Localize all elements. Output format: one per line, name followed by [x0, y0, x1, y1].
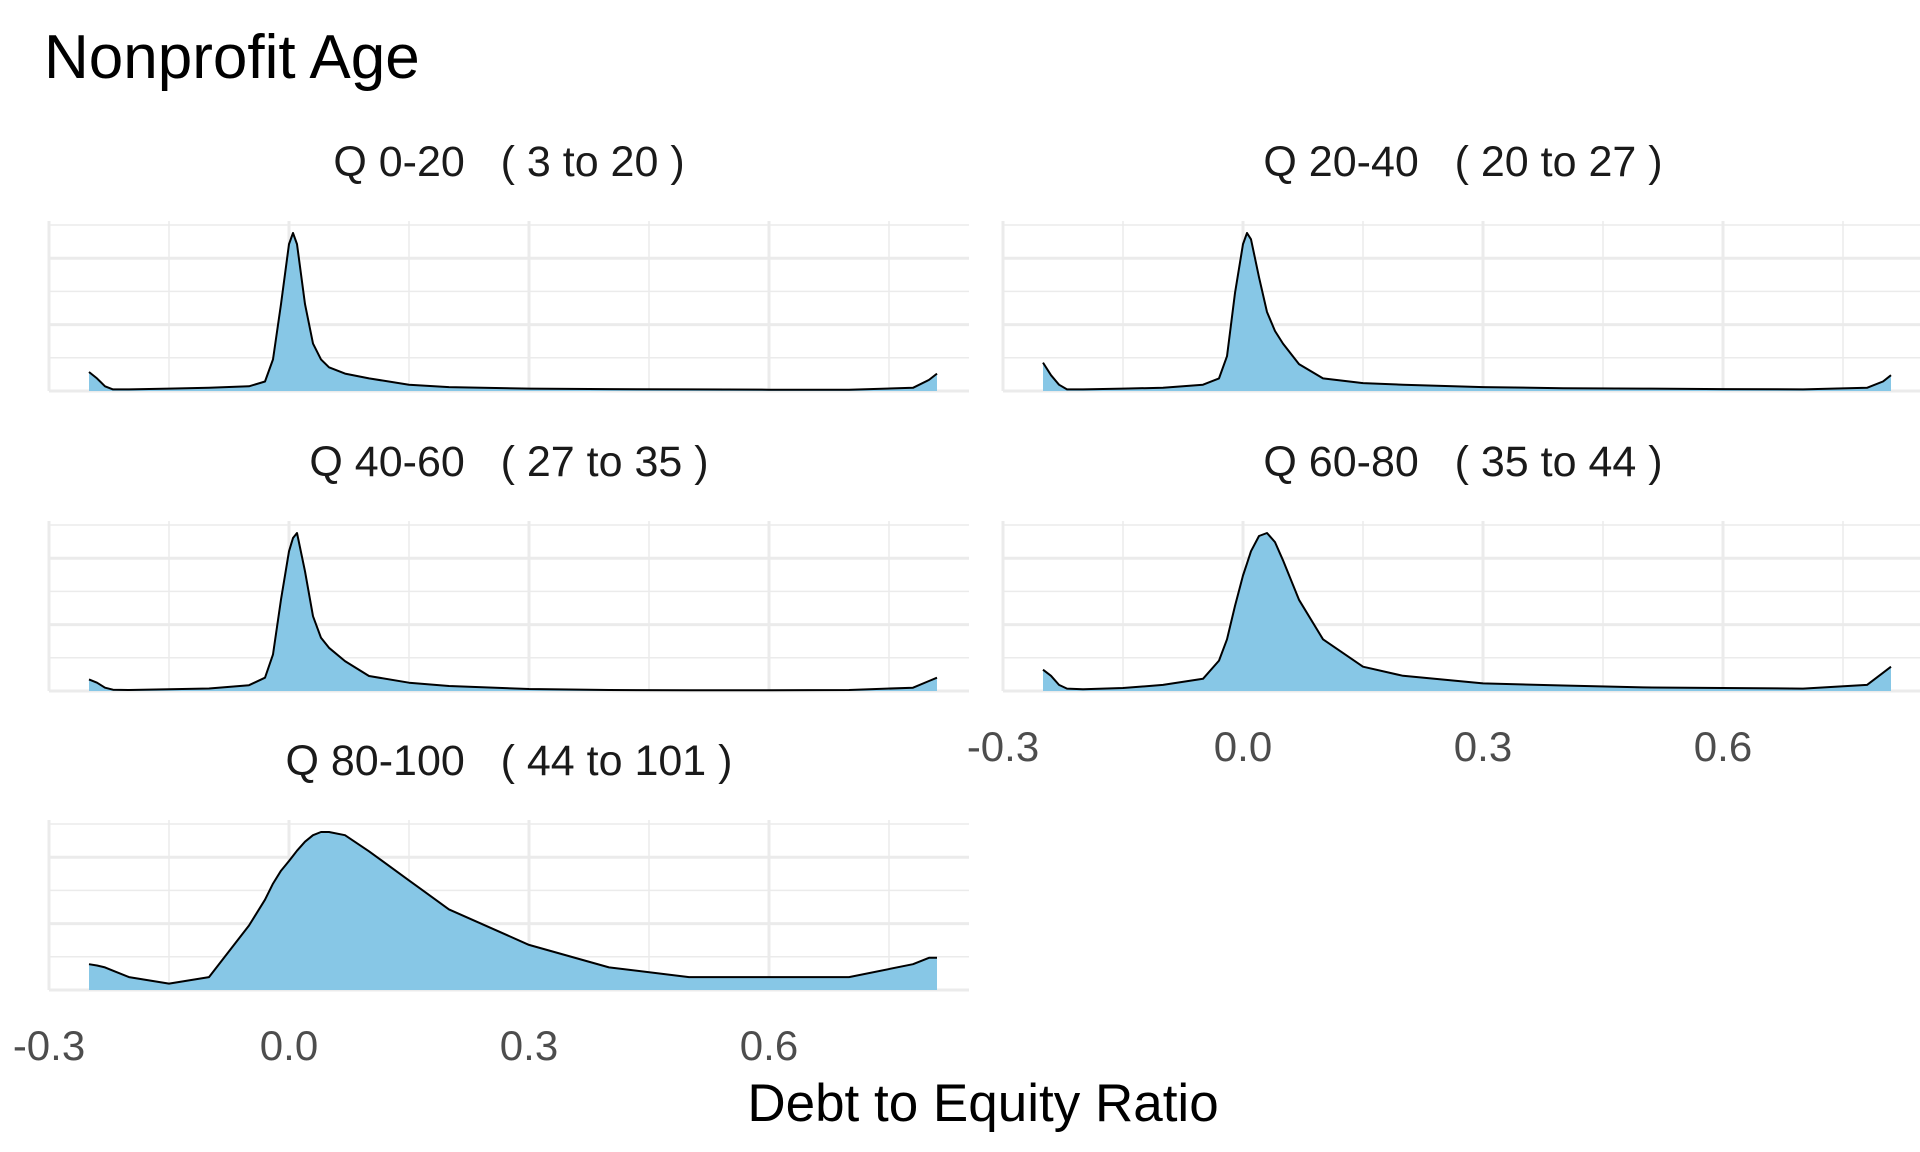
chart-title: Nonprofit Age [44, 23, 420, 92]
facet-strip-label: Q 0-20 ( 3 to 20 ) [333, 138, 684, 186]
facet-panel: Q 80-100 ( 44 to 101 ) -0.3 0.0 0.3 0.6 [13, 737, 969, 1069]
facet-strip-label: Q 60-80 ( 35 to 44 ) [1263, 438, 1662, 486]
density-line [88, 232, 938, 391]
x-axis-title: Debt to Equity Ratio [747, 1074, 1218, 1133]
density-area [1043, 533, 1891, 691]
x-tick-label: 0.0 [260, 1022, 318, 1069]
density-line [1042, 532, 1892, 691]
density-area [89, 233, 937, 391]
facet-strip-label: Q 80-100 ( 44 to 101 ) [286, 737, 733, 785]
density-line [88, 831, 937, 985]
facet-panel: Q 20-40 ( 20 to 27 ) [1001, 138, 1920, 393]
facet-strip-label: Q 40-60 ( 27 to 35 ) [309, 438, 708, 486]
x-tick-label: 0.3 [500, 1022, 558, 1069]
density-area [89, 533, 937, 691]
facet-panels: Q 0-20 ( 3 to 20 ) Q 20-40 ( 20 to 27 ) Q … [13, 138, 1920, 1069]
x-tick-label: -0.3 [967, 723, 1039, 770]
density-area [1043, 233, 1891, 391]
x-tick-label: 0.6 [740, 1022, 798, 1069]
x-tick-label: 0.0 [1214, 723, 1272, 770]
facet-panel: Q 0-20 ( 3 to 20 ) [47, 138, 969, 393]
density-line [88, 532, 938, 692]
density-line [1042, 232, 1892, 391]
facet-strip-label: Q 20-40 ( 20 to 27 ) [1263, 138, 1662, 186]
facet-panel: Q 40-60 ( 27 to 35 ) [47, 438, 969, 693]
x-tick-label: 0.6 [1694, 723, 1752, 770]
density-area [89, 832, 937, 990]
x-tick-label: 0.3 [1454, 723, 1512, 770]
x-tick-label: -0.3 [13, 1022, 85, 1069]
facet-panel: Q 60-80 ( 35 to 44 ) -0.3 0.0 0.3 0.6 [967, 438, 1920, 770]
